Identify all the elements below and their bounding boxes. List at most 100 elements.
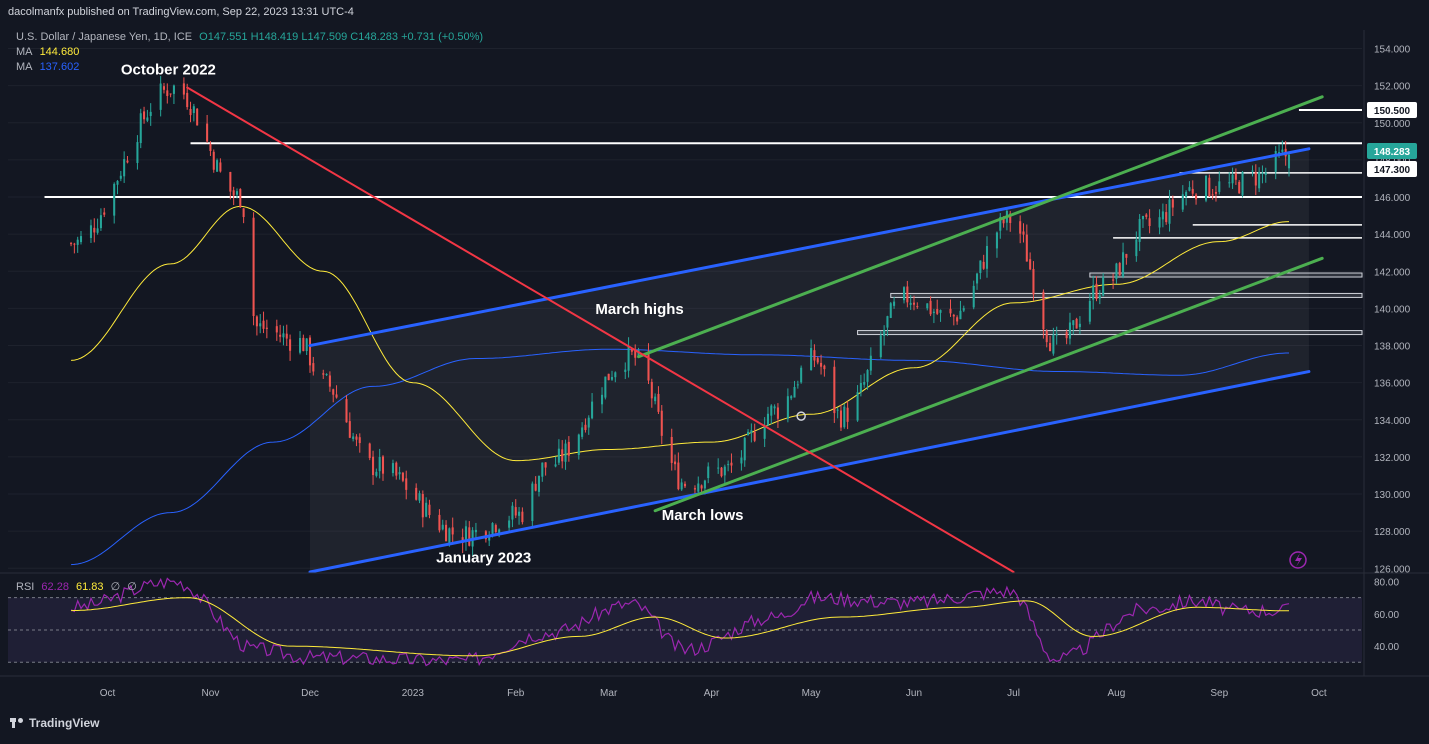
time-tick-label: May — [802, 688, 821, 699]
candle-body — [511, 505, 514, 520]
candle-body — [418, 493, 421, 501]
candle-body — [650, 381, 653, 399]
candle-body — [982, 261, 985, 269]
candle-body — [856, 392, 859, 421]
time-tick-label: Feb — [507, 688, 525, 699]
candle-body — [73, 243, 76, 245]
candle-body — [763, 425, 766, 439]
candle-body — [610, 377, 614, 380]
candle-body — [893, 301, 896, 306]
candle-body — [541, 462, 544, 477]
candle-body — [677, 462, 680, 490]
candle-body — [123, 159, 126, 177]
candle-body — [182, 83, 185, 95]
candle-body — [995, 232, 998, 249]
candle-body — [1254, 172, 1257, 186]
candle-body — [421, 493, 424, 518]
candle-body — [448, 528, 451, 544]
candle-body — [1228, 182, 1231, 184]
candle-body — [537, 475, 541, 492]
candle-body — [1158, 217, 1161, 228]
candle-body — [1195, 194, 1198, 200]
candle-body — [962, 308, 965, 311]
candle-body — [976, 273, 979, 284]
publish-header: dacolmanfx published on TradingView.com,… — [8, 6, 354, 18]
candle-body — [1115, 263, 1118, 279]
trendline-red-downtrend — [186, 86, 1015, 573]
time-tick-label: Apr — [704, 688, 720, 699]
candle-body — [126, 160, 129, 163]
candle-body — [70, 243, 73, 245]
ma2-legend[interactable]: MA 137.602 — [16, 61, 79, 73]
rsi-tick-label: 80.00 — [1374, 577, 1399, 588]
candle-body — [1022, 231, 1025, 235]
candle-body — [229, 171, 232, 192]
grid — [8, 48, 1362, 569]
candle-body — [279, 334, 282, 337]
candle-body — [776, 407, 779, 419]
price-tick-label: 140.000 — [1374, 304, 1411, 315]
candle-body — [259, 323, 262, 327]
candle-body — [1055, 333, 1058, 336]
ma1-legend[interactable]: MA 144.680 — [16, 46, 79, 58]
candle-body — [1029, 259, 1032, 270]
candle-body — [368, 443, 371, 458]
candle-body — [143, 111, 146, 120]
candle-body — [136, 142, 139, 163]
tradingview-logo-icon — [10, 718, 24, 728]
candle-body — [352, 436, 355, 440]
candle-body — [846, 407, 849, 422]
zone-box — [890, 292, 1363, 298]
candle-body — [810, 348, 813, 371]
rsi-extra-1: ∅ — [110, 581, 121, 593]
candle-body — [1181, 194, 1184, 210]
candle-body — [723, 466, 726, 476]
candle-body — [577, 434, 580, 455]
rsi-extra-2: ∅ — [127, 581, 137, 593]
candle-body — [1042, 291, 1045, 330]
candle-body — [866, 370, 869, 382]
candle-body — [793, 386, 796, 398]
candle-body — [743, 437, 746, 461]
lightning-icon — [1289, 551, 1307, 569]
candle-body — [1065, 332, 1068, 339]
candle-body — [391, 463, 394, 474]
time-tick-label: 2023 — [402, 688, 425, 699]
candle-body — [372, 456, 375, 476]
candle-body — [196, 108, 199, 126]
candle-body — [949, 308, 952, 314]
candle-body — [401, 472, 404, 481]
candle-body — [693, 488, 696, 490]
candle-body — [886, 316, 889, 328]
candle-body — [604, 376, 607, 398]
candle-body — [985, 245, 989, 269]
candle-body — [720, 467, 723, 477]
candle-body — [348, 421, 351, 438]
rsi-value: 62.28 — [41, 581, 69, 593]
candle-body — [544, 462, 547, 468]
candle-body — [189, 108, 192, 116]
candle-body — [1075, 318, 1078, 329]
candle-body — [906, 286, 909, 303]
price-tick-label: 126.000 — [1374, 564, 1411, 575]
candle-body — [833, 366, 836, 414]
candle-body — [498, 529, 501, 533]
tradingview-logo[interactable]: TradingView — [10, 716, 99, 730]
candle-body — [289, 339, 292, 351]
price-tick-label: 136.000 — [1374, 379, 1411, 390]
price-tag-label: 150.500 — [1374, 106, 1411, 117]
candle-body — [186, 92, 189, 108]
candle-body — [162, 86, 166, 90]
candle-body — [378, 456, 381, 472]
channel-shading — [309, 148, 1309, 572]
candle-body — [800, 367, 803, 383]
candle-body — [521, 511, 524, 523]
candle-body — [1102, 276, 1105, 296]
candle-body — [567, 441, 570, 456]
candle-body — [717, 467, 720, 469]
candle-body — [703, 480, 706, 489]
candle-body — [647, 351, 650, 381]
candle-body — [149, 111, 152, 116]
rsi-legend[interactable]: RSI 62.28 61.83 ∅ ∅ — [16, 580, 137, 593]
